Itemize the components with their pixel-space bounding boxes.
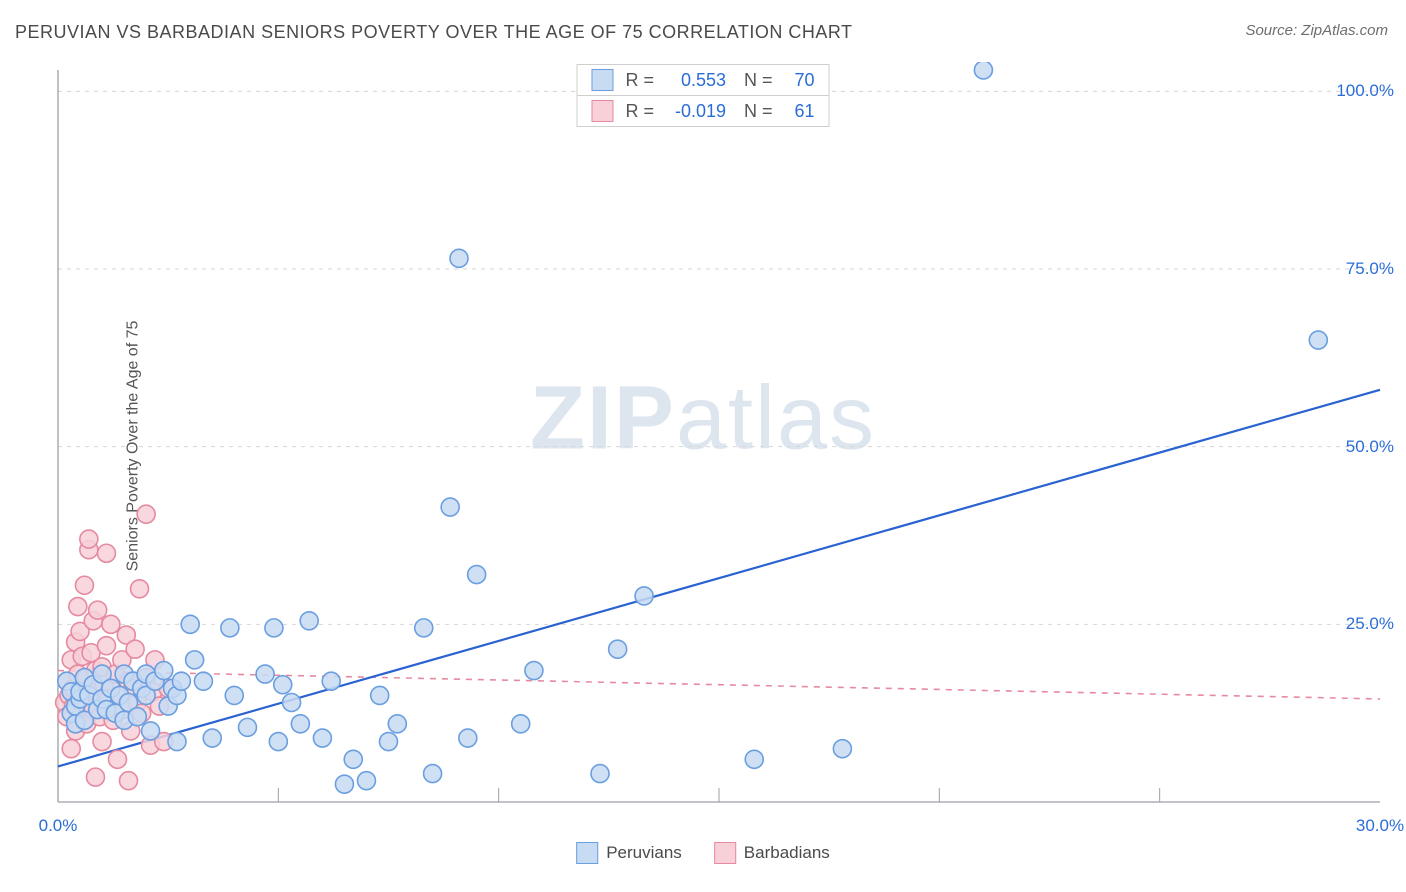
n-value-peruvians: 70 xyxy=(785,70,815,91)
swatch-peruvians xyxy=(591,69,613,91)
stats-legend: R = 0.553 N = 70 R = -0.019 N = 61 xyxy=(576,64,829,127)
xtick-label: 30.0% xyxy=(1356,816,1404,836)
ytick-label: 75.0% xyxy=(1346,259,1394,279)
stats-row-peruvians: R = 0.553 N = 70 xyxy=(577,65,828,95)
legend-label-peruvians: Peruvians xyxy=(606,843,682,863)
n-value-barbadians: 61 xyxy=(785,101,815,122)
chart-svg xyxy=(50,62,1390,822)
r-label: R = xyxy=(625,101,654,122)
r-label: R = xyxy=(625,70,654,91)
legend-item-peruvians: Peruvians xyxy=(576,842,682,864)
ytick-label: 100.0% xyxy=(1336,81,1394,101)
bottom-legend: Peruvians Barbadians xyxy=(576,842,830,864)
r-value-peruvians: 0.553 xyxy=(666,70,726,91)
xtick-label: 0.0% xyxy=(39,816,78,836)
swatch-barbadians xyxy=(591,100,613,122)
ytick-label: 50.0% xyxy=(1346,437,1394,457)
chart-container: PERUVIAN VS BARBADIAN SENIORS POVERTY OV… xyxy=(0,0,1406,892)
ytick-label: 25.0% xyxy=(1346,614,1394,634)
legend-label-barbadians: Barbadians xyxy=(744,843,830,863)
n-label: N = xyxy=(744,101,773,122)
legend-item-barbadians: Barbadians xyxy=(714,842,830,864)
r-value-barbadians: -0.019 xyxy=(666,101,726,122)
swatch-peruvians-icon xyxy=(576,842,598,864)
chart-title: PERUVIAN VS BARBADIAN SENIORS POVERTY OV… xyxy=(15,22,853,43)
plot-area xyxy=(50,62,1390,822)
n-label: N = xyxy=(744,70,773,91)
stats-row-barbadians: R = -0.019 N = 61 xyxy=(577,95,828,126)
swatch-barbadians-icon xyxy=(714,842,736,864)
source-label: Source: ZipAtlas.com xyxy=(1245,22,1388,39)
